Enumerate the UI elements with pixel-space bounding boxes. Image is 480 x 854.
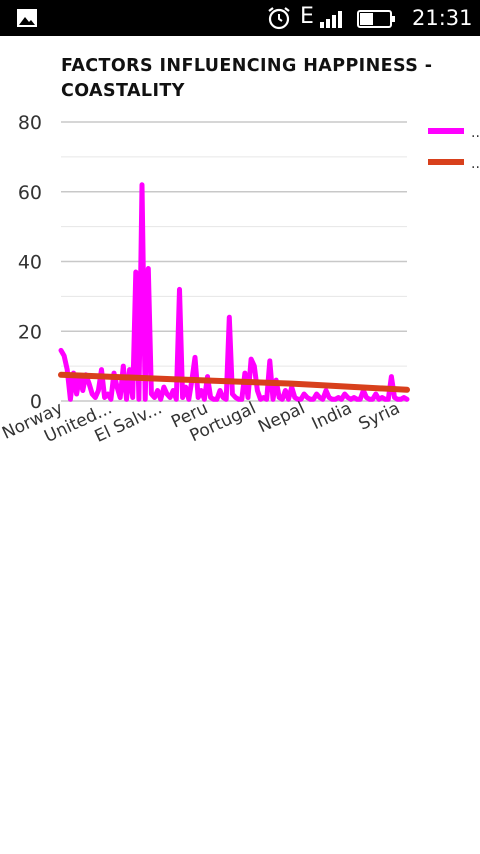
status-bar: E 21:31 [0, 0, 480, 36]
legend-label-2: ... [471, 156, 480, 172]
y-tick-label: 40 [18, 252, 42, 274]
y-tick-label: 20 [18, 321, 42, 343]
series-line-2 [58, 371, 410, 393]
chart-legend: ...... [428, 125, 480, 172]
x-tick-label: Syria [356, 398, 403, 434]
x-tick-label: Nepal [255, 398, 308, 437]
chart-title: FACTORS INFLUENCING HAPPINESS - COASTALI… [61, 56, 433, 101]
status-time: 21:31 [412, 6, 473, 30]
y-tick-label: 0 [30, 391, 42, 413]
alarm-icon [268, 7, 290, 30]
y-tick-label: 60 [18, 182, 42, 204]
y-axis-ticks: 0 20 40 60 80 [18, 112, 42, 413]
battery-icon [357, 10, 395, 28]
series-line-1 [58, 182, 410, 402]
chart-grid [61, 121, 407, 402]
signal-icon [320, 11, 342, 28]
series-layer [58, 182, 410, 402]
network-type-label: E [300, 4, 314, 29]
y-tick-label: 80 [18, 112, 42, 134]
legend-label-1: ... [471, 125, 480, 141]
gallery-icon [17, 9, 37, 27]
x-tick-label: India [309, 398, 355, 434]
